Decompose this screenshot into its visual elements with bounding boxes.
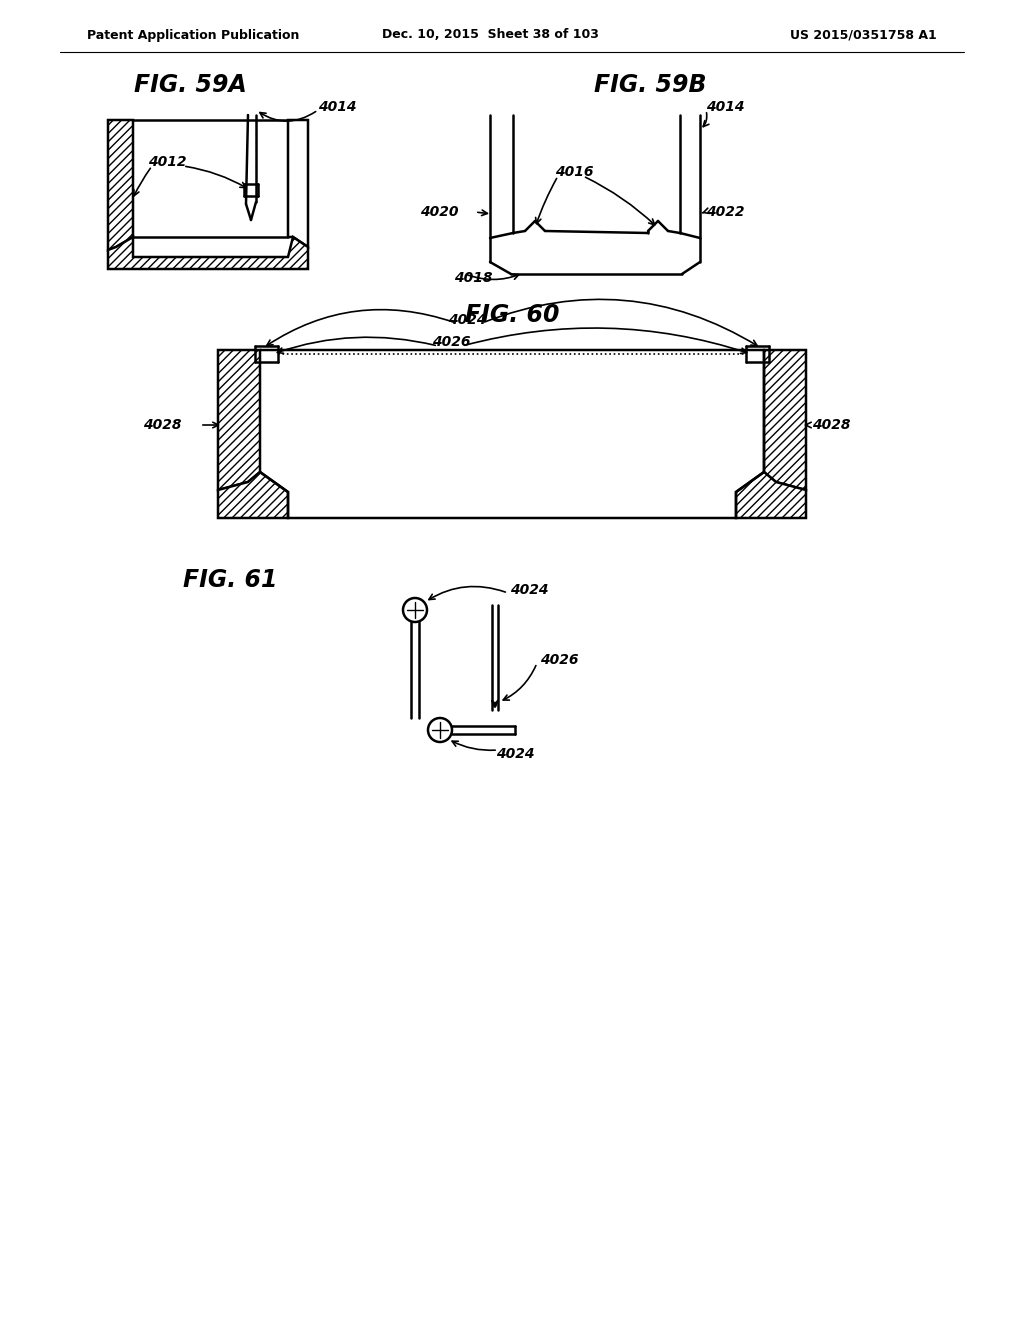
- Text: 4028: 4028: [143, 418, 181, 432]
- Polygon shape: [218, 350, 260, 490]
- Text: Dec. 10, 2015  Sheet 38 of 103: Dec. 10, 2015 Sheet 38 of 103: [382, 29, 598, 41]
- Text: Patent Application Publication: Patent Application Publication: [87, 29, 299, 41]
- Polygon shape: [764, 350, 806, 490]
- Text: 4026: 4026: [540, 653, 579, 667]
- Polygon shape: [736, 473, 806, 517]
- Polygon shape: [108, 120, 133, 249]
- Text: US 2015/0351758 A1: US 2015/0351758 A1: [791, 29, 937, 41]
- Polygon shape: [108, 238, 308, 269]
- Text: 4016: 4016: [555, 165, 594, 180]
- Text: 4014: 4014: [706, 100, 744, 114]
- Text: 4022: 4022: [706, 205, 744, 219]
- Text: 4014: 4014: [318, 100, 356, 114]
- Text: FIG. 61: FIG. 61: [182, 568, 278, 591]
- Text: FIG. 60: FIG. 60: [465, 304, 559, 327]
- Polygon shape: [218, 473, 288, 517]
- Text: FIG. 59A: FIG. 59A: [133, 73, 247, 96]
- Text: 4024: 4024: [510, 583, 549, 597]
- Text: 4024: 4024: [449, 313, 486, 327]
- Text: 4018: 4018: [454, 271, 493, 285]
- Text: 4012: 4012: [148, 154, 186, 169]
- Text: FIG. 59B: FIG. 59B: [594, 73, 707, 96]
- Text: 4026: 4026: [432, 335, 470, 348]
- Polygon shape: [288, 120, 308, 247]
- Text: 4024: 4024: [496, 747, 535, 762]
- Text: 4028: 4028: [812, 418, 851, 432]
- Text: 4020: 4020: [420, 205, 459, 219]
